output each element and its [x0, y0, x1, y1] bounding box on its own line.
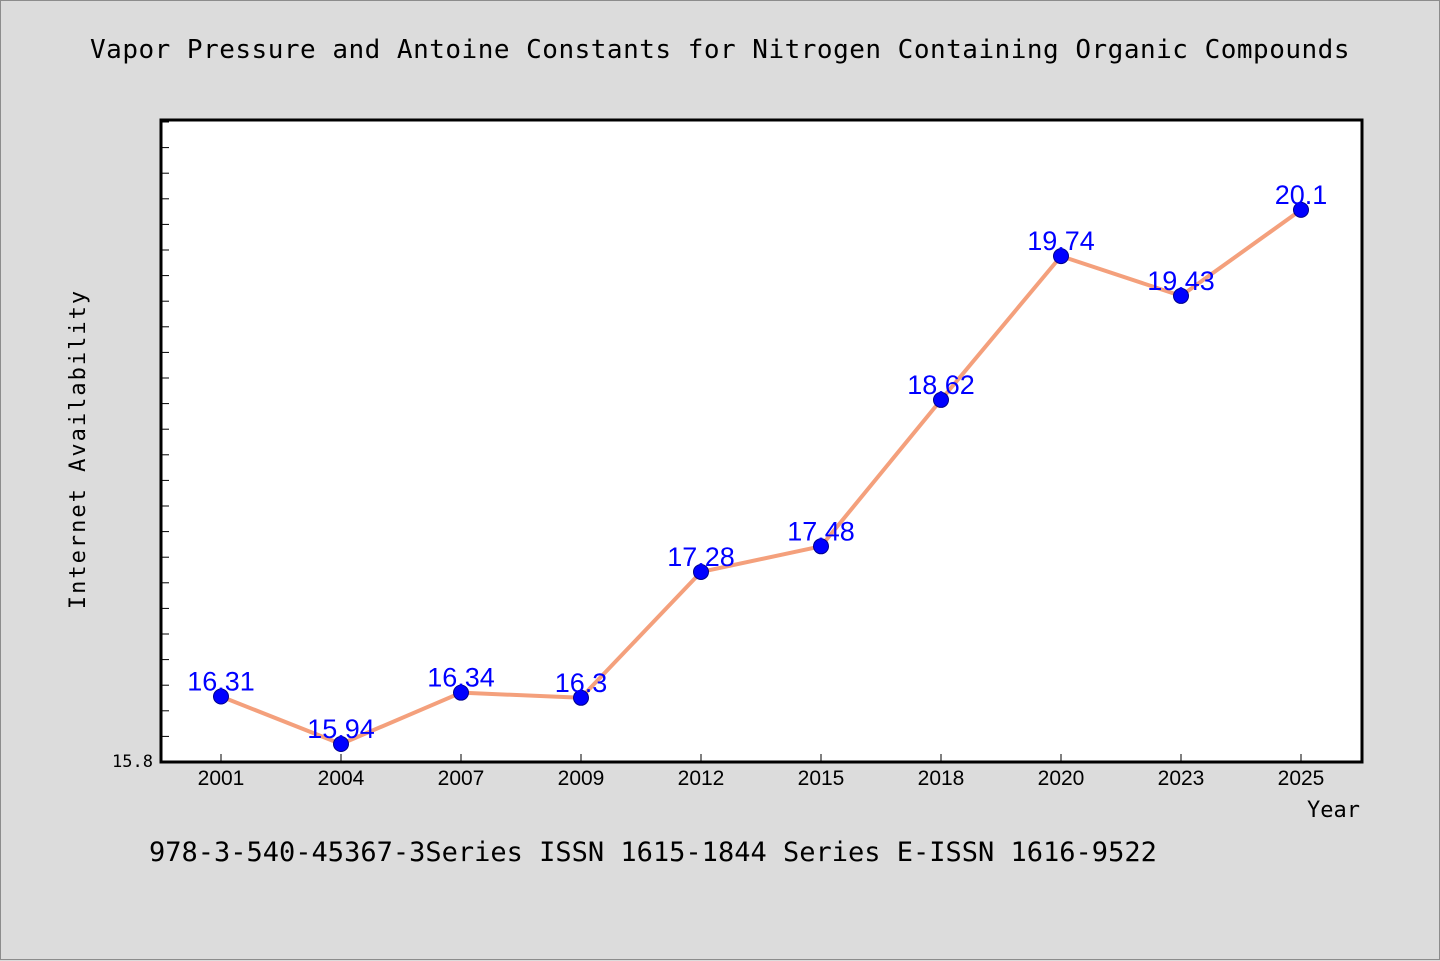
data-label: 16.34 [427, 663, 495, 693]
data-point [693, 563, 709, 580]
data-markers [213, 201, 1309, 753]
x-tick-label: 2020 [1038, 767, 1085, 790]
data-point [1173, 287, 1189, 304]
x-tick-label: 2025 [1278, 767, 1325, 790]
y-axis-title: Internet Availability [66, 289, 91, 609]
x-tick-label: 2012 [678, 767, 725, 790]
data-point [813, 538, 829, 555]
data-label: 20.1 [1275, 180, 1328, 210]
data-point [933, 391, 949, 408]
x-tick-label: 2023 [1158, 767, 1205, 790]
x-tick-label: 2015 [798, 767, 845, 790]
data-labels: 16.31 15.94 16.34 16.3 17.28 17.48 18.62 19.74 1… [187, 180, 1327, 744]
x-tick-label: 2009 [558, 767, 605, 790]
x-axis-title: Year [1307, 798, 1360, 823]
data-point [1053, 248, 1069, 265]
x-tick-labels: 2001 2004 2007 2009 2012 2015 2018 2020 2023 2025 [198, 767, 1325, 790]
data-label: 17.48 [787, 516, 855, 546]
x-tick-label: 2007 [438, 767, 485, 790]
data-label: 18.62 [907, 370, 975, 400]
plot-area [161, 120, 1362, 762]
data-point [213, 688, 229, 705]
data-point [333, 736, 349, 753]
y-tick-label: 15.8 [112, 752, 153, 772]
data-label: 15.94 [307, 714, 375, 744]
data-label: 16.3 [555, 668, 608, 698]
plot-border [159, 118, 1364, 764]
x-tick-label: 2018 [918, 767, 965, 790]
data-point [573, 689, 589, 706]
data-point [1293, 201, 1309, 218]
footer-note: 978-3-540-45367-3Series ISSN 1615-1844 S… [149, 837, 1157, 868]
x-tick-label: 2001 [198, 767, 245, 790]
data-label: 19.43 [1147, 266, 1215, 296]
series-line [220, 208, 1303, 747]
data-label: 19.74 [1027, 226, 1095, 256]
chart-title: Vapor Pressure and Antoine Constants for… [90, 35, 1350, 65]
data-label: 16.31 [187, 667, 255, 697]
data-point [453, 684, 469, 701]
data-label: 17.28 [667, 542, 735, 572]
x-tick-label: 2004 [318, 767, 365, 790]
